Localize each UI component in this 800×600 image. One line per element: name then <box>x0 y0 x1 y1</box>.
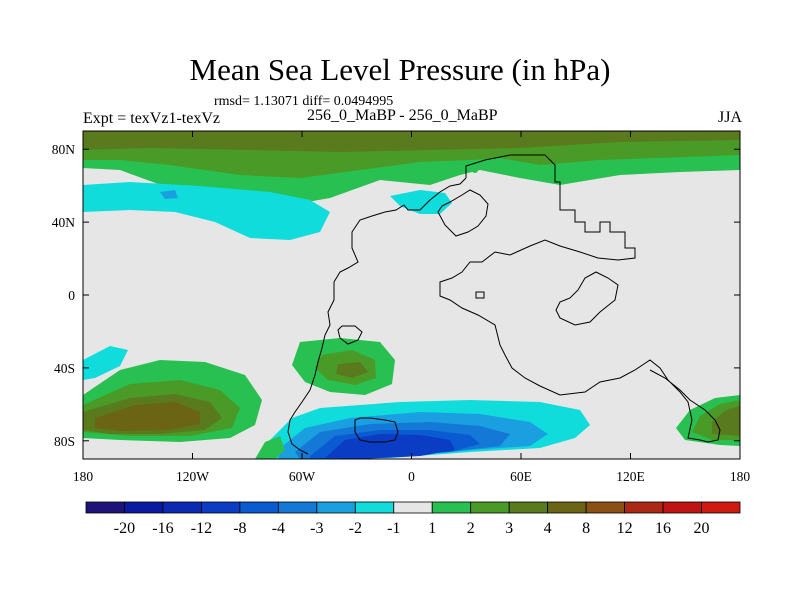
colorbar-label: -20 <box>114 520 135 537</box>
colorbar-label: 4 <box>544 520 552 537</box>
colorbar-swatch <box>393 501 433 514</box>
colorbar: -20 -16 -12 -8 -4 -3 -2 -1 1 2 3 4 8 12 16 20 <box>85 501 741 537</box>
colorbar-swatch <box>124 501 164 514</box>
colorbar-swatch <box>85 501 125 514</box>
y-tick-label: 40N <box>52 215 76 230</box>
colorbar-swatch <box>547 501 587 514</box>
north-pacific-low-core <box>160 190 178 199</box>
colorbar-swatch <box>316 501 356 514</box>
colorbar-swatch <box>431 501 472 514</box>
colorbar-label: -3 <box>310 520 323 537</box>
colorbar-label: 20 <box>694 520 710 537</box>
colorbar-swatch <box>585 501 625 514</box>
colorbar-label: 3 <box>505 520 513 537</box>
stats-text: rmsd= 1.13071 diff= 0.0494995 <box>214 94 394 109</box>
colorbar-label: 1 <box>428 520 436 537</box>
x-tick-label: 180 <box>730 469 751 484</box>
x-tick-label: 0 <box>408 469 415 484</box>
map-field <box>83 131 740 459</box>
coastline-pangaea <box>287 154 721 455</box>
colorbar-label: -12 <box>191 520 212 537</box>
colorbar-swatch <box>201 501 241 514</box>
south-pacific-high-core <box>95 402 200 431</box>
x-tick-label: 180 <box>73 469 94 484</box>
colorbar-label: -1 <box>387 520 400 537</box>
south-atlantic-high-core <box>336 362 368 378</box>
colorbar-label: -16 <box>152 520 173 537</box>
y-tick-label: 40S <box>54 361 75 376</box>
colorbar-swatch <box>239 501 279 514</box>
colorbar-label: -2 <box>349 520 362 537</box>
southern-ocean-low-green-rim <box>255 436 285 459</box>
x-tick-label: 120E <box>616 469 645 484</box>
experiment-label: Expt = texVz1-texVz <box>83 110 220 127</box>
y-tick-label: 80S <box>54 434 75 449</box>
colorbar-swatch <box>508 501 549 514</box>
chart-title: Mean Sea Level Pressure (in hPa) <box>189 52 611 87</box>
colorbar-label: -8 <box>233 520 246 537</box>
colorbar-label: 12 <box>617 520 633 537</box>
colorbar-label: 8 <box>582 520 590 537</box>
x-tick-label: 60W <box>289 469 316 484</box>
colorbar-swatch <box>662 501 702 514</box>
axes-layer: 180 120W 60W 0 60E 120E 180 80N 40N 0 40S 80S <box>52 131 751 484</box>
season-label: JJA <box>717 109 742 126</box>
colorbar-swatch <box>162 501 202 514</box>
southern-ocean-low-core <box>325 434 455 459</box>
colorbar-swatch <box>701 501 741 514</box>
north-pacific-low <box>83 182 330 240</box>
y-tick-label: 80N <box>52 142 76 157</box>
colorbar-swatch <box>354 501 395 514</box>
colorbar-label: -4 <box>272 520 285 537</box>
green-dot <box>472 167 478 173</box>
colorbar-label: 16 <box>655 520 671 537</box>
x-tick-label: 120W <box>176 469 209 484</box>
colorbar-label: 2 <box>467 520 475 537</box>
north-atlantic-low <box>390 190 452 214</box>
center-subtitle: 256_0_MaBP - 256_0_MaBP <box>307 107 498 124</box>
arctic-band-core <box>83 131 740 152</box>
y-tick-label: 0 <box>68 288 75 303</box>
colorbar-swatch <box>470 501 510 514</box>
colorbar-swatch <box>624 501 664 514</box>
colorbar-swatch <box>277 501 318 514</box>
sw-pacific-low <box>83 346 128 380</box>
x-tick-label: 60E <box>510 469 532 484</box>
